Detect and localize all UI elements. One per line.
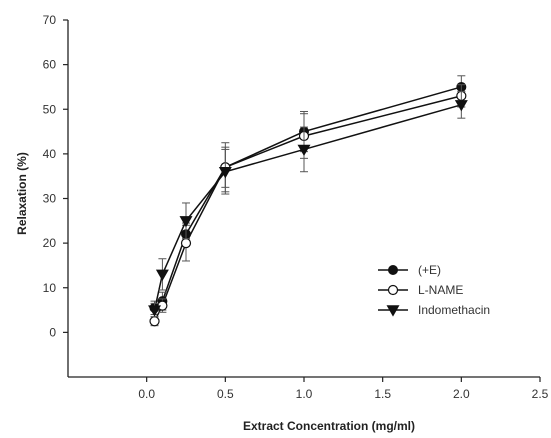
y-axis-title: Relaxation (%) [15, 152, 29, 235]
series-e [149, 75, 467, 316]
x-tick-label: 0.5 [217, 387, 234, 401]
legend-item: (+E) [378, 263, 441, 277]
y-tick-label: 0 [49, 325, 56, 339]
y-tick-label: 30 [43, 192, 57, 206]
legend-label: (+E) [418, 263, 441, 277]
data-point [180, 238, 192, 249]
y-tick-label: 40 [43, 147, 57, 161]
y-tick-label: 10 [43, 281, 57, 295]
series-line [153, 104, 462, 311]
x-tick-label: 0.0 [138, 387, 155, 401]
legend-marker [387, 284, 399, 296]
legend-item: Indomethacin [378, 303, 490, 317]
y-tick-label: 70 [43, 13, 57, 27]
x-tick-label: 1.5 [374, 387, 391, 401]
legend-item: L-NAME [378, 283, 463, 297]
x-tick-label: 2.0 [453, 387, 470, 401]
data-point [148, 305, 162, 317]
legend-marker [386, 305, 400, 317]
data-point [149, 316, 160, 327]
legend: (+E) L-NAME Indomethacin [378, 263, 490, 317]
legend-label: L-NAME [418, 283, 463, 297]
data-point [179, 216, 193, 228]
y-tick-label: 20 [43, 236, 57, 250]
data-point [155, 269, 169, 281]
x-tick-label: 2.5 [532, 387, 549, 401]
legend-marker [388, 265, 398, 275]
data-point [297, 144, 311, 157]
data-point [218, 167, 232, 179]
series-line [154, 86, 462, 309]
series-indomethacin [148, 90, 468, 318]
y-tick-label: 60 [43, 58, 57, 72]
legend-label: Indomethacin [418, 303, 490, 317]
y-tick-label: 50 [43, 102, 57, 116]
data-point [454, 100, 468, 112]
x-axis-title: Extract Concentration (mg/ml) [243, 419, 415, 433]
x-tick-label: 1.0 [296, 387, 313, 401]
plot-area: 0 10 20 30 40 50 60 70 0.0 0.5 1.0 1.5 2.0 2.5 (+E) L-N… [43, 13, 549, 401]
